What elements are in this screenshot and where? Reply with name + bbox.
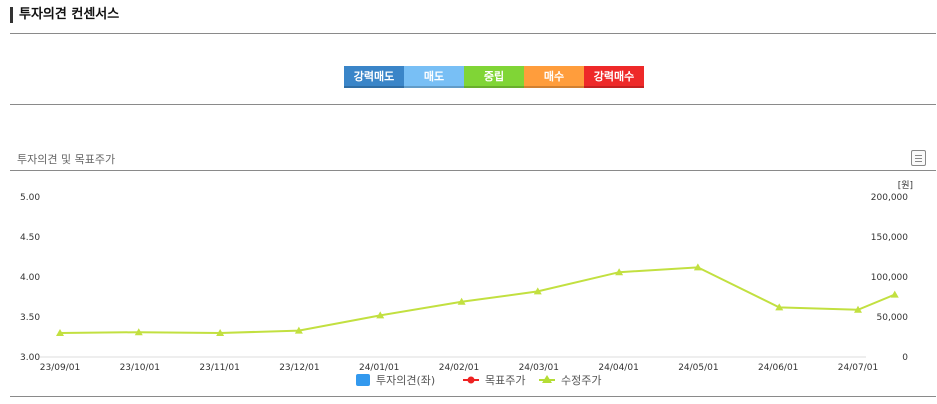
y-right-tick-label: 0 [902,353,908,363]
x-tick-label: 24/02/01 [439,363,479,373]
x-tick-label: 24/06/01 [758,363,798,373]
legend-label: 목표주가 [485,374,525,387]
x-tick-label: 24/03/01 [519,363,559,373]
legend-label: 수정주가 [561,374,601,387]
bottom-divider [10,396,936,397]
y-left-tick-label: 5.00 [20,193,40,203]
series-point [376,311,385,319]
consensus-divider [10,104,936,105]
y-right-tick-label: 150,000 [871,233,908,243]
y-right-tick-label: 50,000 [877,313,909,323]
series-point [693,263,702,271]
x-tick-label: 23/12/01 [279,363,319,373]
consensus-buy: 매수 [524,66,584,88]
y-left-tick-label: 4.00 [20,273,40,283]
x-tick-label: 24/07/01 [838,363,878,373]
series-point [533,287,542,295]
chart-area: 3.00 3.50 4.00 4.50 5.00 0 50,000 100,000 150,00… [20,180,913,387]
y-right-tick-label: 100,000 [871,273,908,283]
series-point [775,303,784,311]
series-point [134,328,143,336]
x-tick-label: 23/11/01 [199,363,239,373]
consensus-strong-buy: 강력매수 [584,66,644,88]
x-tick-label: 24/05/01 [678,363,718,373]
consensus-neutral: 중립 [464,66,524,88]
y-left-tick-label: 4.50 [20,233,40,243]
chart-divider [10,170,936,171]
series-line-수정주가 [59,266,896,335]
x-tick-label: 24/01/01 [359,363,399,373]
series-point [615,268,624,276]
x-tick-label: 23/10/01 [120,363,160,373]
legend-label: 투자의견(좌) [376,374,435,387]
header-divider [10,33,936,34]
series-point [890,290,899,298]
consensus-sell: 매도 [404,66,464,88]
y-left-tick-label: 3.00 [20,353,40,363]
legend-swatch-triangle [542,375,552,383]
y-right-tick-label: 200,000 [871,193,908,203]
consensus-scale: 강력매도 매도 중립 매수 강력매수 [344,66,644,88]
document-list-icon[interactable] [911,150,926,166]
series-point [56,329,64,336]
consensus-strong-sell: 강력매도 [344,66,404,88]
x-tick-label: 23/09/01 [40,363,80,373]
section-title: 투자의견 컨센서스 [10,7,119,23]
x-tick-label: 24/04/01 [598,363,638,373]
series-point [294,326,303,334]
legend-swatch-circle [467,376,475,384]
series-point [216,329,225,336]
y-left-tick-label: 3.50 [20,313,40,323]
series-point [457,297,466,305]
series-point [854,305,862,313]
legend-swatch-square [356,374,370,386]
chart-title: 투자의견 및 목표주가 [17,153,116,166]
y-right-unit-label: [원] [898,180,913,191]
